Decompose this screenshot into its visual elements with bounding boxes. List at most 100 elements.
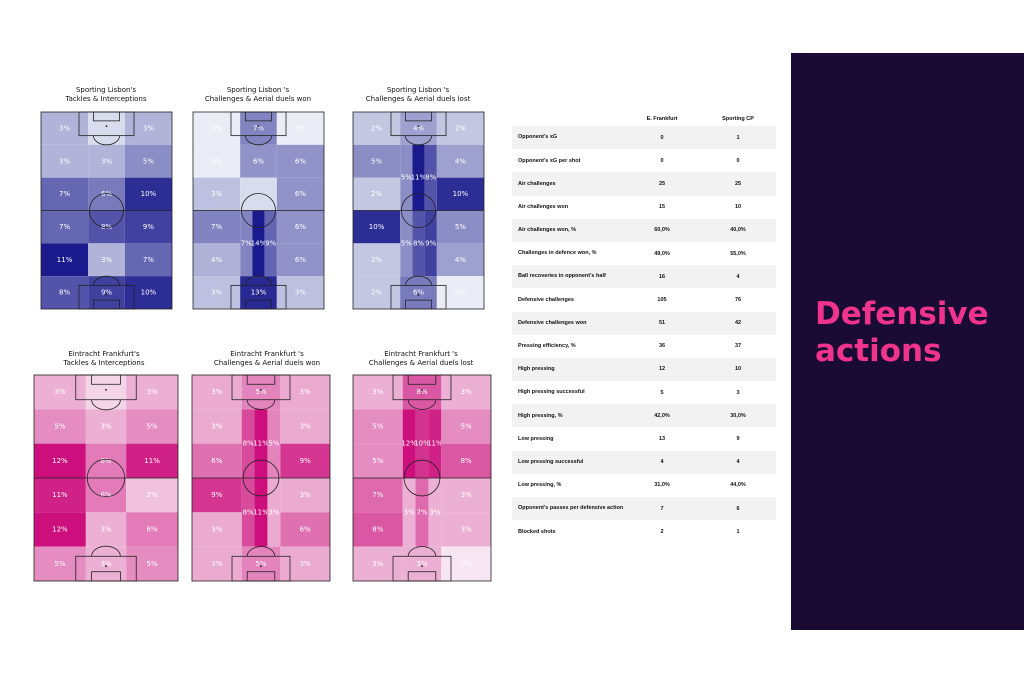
cell-label: 8% xyxy=(461,457,472,465)
penalty-spot-bottom xyxy=(260,565,262,568)
cell-label: 6% xyxy=(211,457,222,465)
chart-title: Sporting Lisbon 's Challenges & Aerial d… xyxy=(158,86,358,104)
chart-title-line1: Eintracht Frankfurt's xyxy=(68,350,140,358)
heatmap-cell xyxy=(240,210,253,277)
cell-label: 5% xyxy=(54,423,65,431)
cell-label: 5% xyxy=(268,440,279,448)
stats-header-sporting: Sporting CP xyxy=(722,116,754,122)
heatmap-cell xyxy=(240,144,277,178)
heatmap-cell xyxy=(85,512,127,547)
cell-label: 8% xyxy=(243,440,254,448)
penalty-arc-bottom xyxy=(405,275,432,286)
stats-value-frankfurt: 0 xyxy=(660,157,664,164)
heatmap-cell xyxy=(126,512,178,547)
cell-label: 4% xyxy=(455,157,466,165)
stats-value-frankfurt: 12 xyxy=(658,366,666,373)
heatmap-cell xyxy=(41,210,89,244)
cell-label: 5% xyxy=(401,239,412,247)
cell-label: 3% xyxy=(461,491,472,499)
cell-label: 0% xyxy=(211,157,222,165)
cell-label: 10% xyxy=(414,440,430,448)
cell-label: 3% xyxy=(101,157,112,165)
cell-label: 5% xyxy=(371,157,382,165)
stats-row: High pressing, % 42,0% 30,0% xyxy=(512,404,776,428)
cell-label: 7% xyxy=(416,508,427,516)
heatmap-cell xyxy=(85,443,127,478)
cell-label: 3% xyxy=(211,289,222,297)
heatmap-cell xyxy=(428,409,442,478)
cell-label: 11% xyxy=(52,491,68,499)
stats-value-frankfurt: 105 xyxy=(657,296,667,303)
heatmap-cell xyxy=(126,478,178,513)
cell-label: 2% xyxy=(371,289,382,297)
chart-title: Eintracht Frankfurt's Tackles & Intercep… xyxy=(4,350,204,368)
stats-value-sporting: 0 xyxy=(736,157,740,164)
heatmap-cell xyxy=(34,409,86,444)
side-panel: Defensive actions xyxy=(791,53,1024,630)
heatmap-cell xyxy=(34,546,86,581)
heatmap-cell xyxy=(85,478,127,513)
cell-label: 7% xyxy=(241,239,252,247)
cell-label: 11% xyxy=(253,508,269,516)
heatmap-cell xyxy=(441,512,491,547)
stats-row: Ball recoveries in opponent's half 16 4 xyxy=(512,265,776,289)
cell-label: 3% xyxy=(268,508,279,516)
heatmap-cell xyxy=(241,478,255,547)
stats-label: Challenges in defence won, % xyxy=(518,250,597,257)
cell-label: 9% xyxy=(265,239,276,247)
chart-title-line1: Sporting Lisbon's xyxy=(75,86,137,94)
cell-label: 3% xyxy=(404,508,415,516)
cell-label: 5% xyxy=(143,157,154,165)
heatmap-pitch: 3% 5% 3%3%8% 11% 5%3%6% 9%9%8% 11% 3%3%3% 6%3% 5%… xyxy=(191,374,331,582)
penalty-spot-bottom xyxy=(417,293,420,296)
stats-value-sporting: 1 xyxy=(736,528,740,535)
cell-label: 8% xyxy=(416,388,427,396)
cell-label: 8% xyxy=(59,289,70,297)
stats-value-sporting: 10 xyxy=(734,204,742,211)
heatmap-cell xyxy=(264,210,277,277)
cell-label: 3% xyxy=(372,560,383,568)
cell-label: 5% xyxy=(147,560,158,568)
chart-title-line1: Sporting Lisbon 's xyxy=(226,86,290,94)
heatmap-cell xyxy=(353,144,401,178)
heatmap-cell xyxy=(353,375,403,410)
heatmap-cell xyxy=(441,478,491,513)
chart-title: Sporting Lisbon 's Challenges & Aerial d… xyxy=(318,86,518,104)
chart-title-line1: Eintracht Frankfurt 's xyxy=(384,350,458,358)
stats-header-row: E. Frankfurt Sporting CP xyxy=(512,112,776,126)
cell-label: 3% xyxy=(143,124,154,132)
six-yard-box-bottom xyxy=(245,299,273,310)
cell-label: 6% xyxy=(295,256,306,264)
cell-label: 3% xyxy=(416,560,427,568)
cell-label: 2% xyxy=(371,124,382,132)
penalty-spot-top xyxy=(417,125,420,128)
cell-label: 5% xyxy=(372,457,383,465)
cell-label: 10% xyxy=(141,190,157,198)
stats-row: Air challenges won, % 60,0% 40,0% xyxy=(512,218,776,242)
stats-value-sporting: 10 xyxy=(734,366,742,373)
heatmap-cell xyxy=(280,443,330,478)
heatmap-cell xyxy=(192,512,242,547)
center-circle xyxy=(403,459,441,497)
stats-value-frankfurt: 42,0% xyxy=(654,412,670,419)
heatmap-cell xyxy=(424,144,437,211)
cell-label: 5% xyxy=(372,423,383,431)
stats-row: High pressing successful 5 3 xyxy=(512,381,776,404)
heatmap-cell xyxy=(254,478,268,547)
stats-row: Defensive challenges 105 76 xyxy=(512,288,776,311)
heatmap-cell xyxy=(400,210,413,277)
cell-label: 6% xyxy=(295,190,306,198)
cell-label: 10% xyxy=(453,190,469,198)
heatmap-cell xyxy=(428,478,442,547)
stats-row: Low pressing successful 4 4 xyxy=(512,450,776,474)
cell-label: 3% xyxy=(300,560,311,568)
stats-label: Air challenges xyxy=(518,180,556,187)
cell-label: 7% xyxy=(59,190,70,198)
cell-label: 9% xyxy=(101,289,112,297)
cell-label: 7% xyxy=(253,124,264,132)
heatmap-cell xyxy=(192,478,242,513)
stats-row: Opponent's xG 0 1 xyxy=(512,126,776,150)
heatmap-cell xyxy=(126,375,178,410)
cell-label: 5% xyxy=(147,423,158,431)
cell-label: 6% xyxy=(100,491,111,499)
